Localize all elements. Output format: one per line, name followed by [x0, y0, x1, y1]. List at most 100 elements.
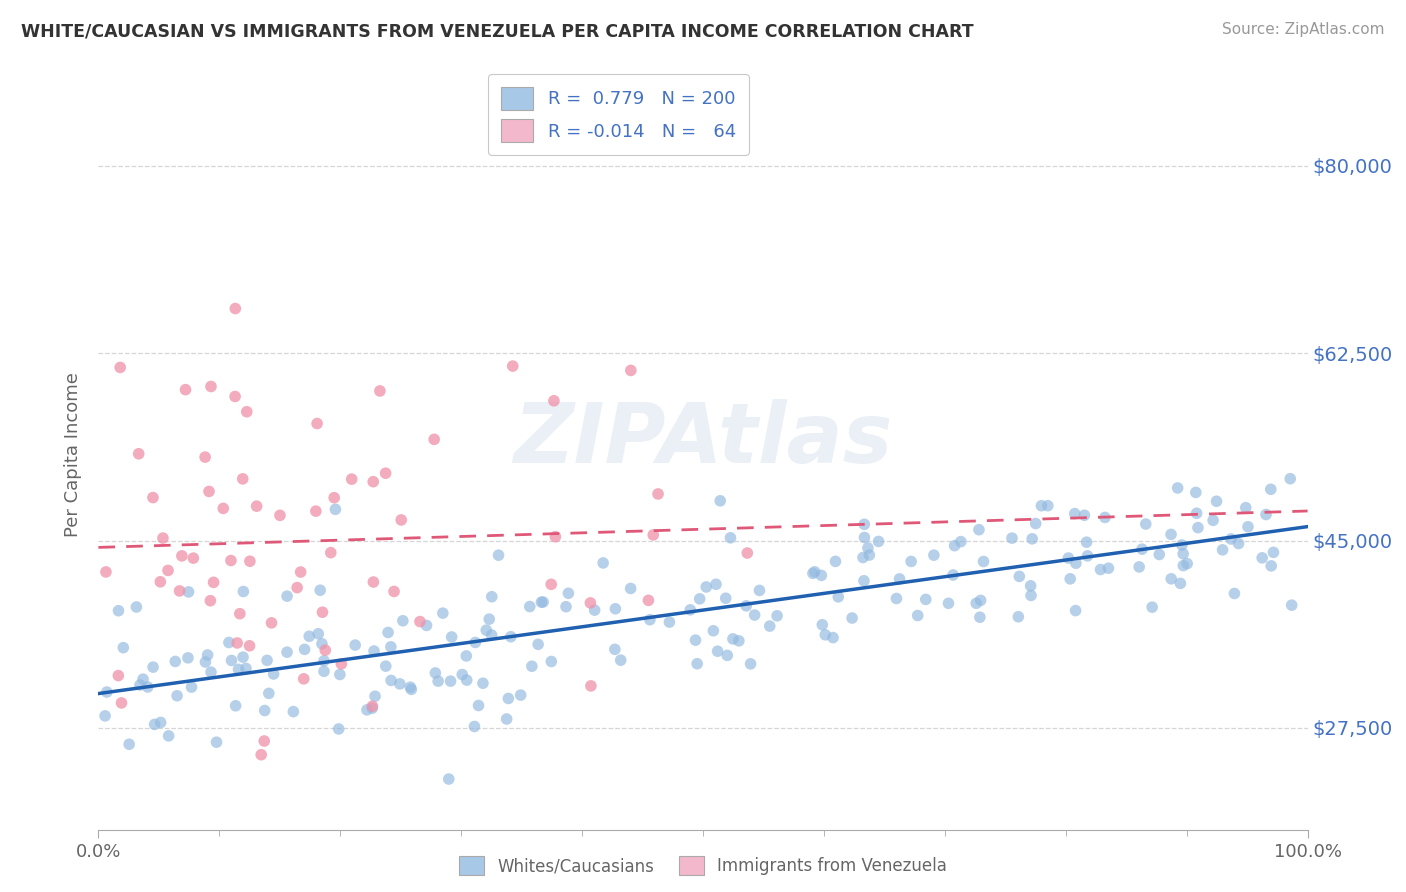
Point	[1234, 500, 1257, 515]
Text: ZIPAtlas: ZIPAtlas	[513, 400, 893, 481]
Point	[294, 642, 316, 657]
Point	[363, 574, 385, 589]
Point	[1019, 579, 1042, 593]
Point	[1007, 609, 1029, 624]
Point	[226, 636, 249, 650]
Point	[157, 563, 180, 577]
Point	[620, 582, 643, 596]
Point	[1254, 508, 1277, 522]
Point	[197, 648, 219, 662]
Point	[319, 546, 342, 560]
Point	[1205, 494, 1227, 508]
Point	[714, 591, 737, 606]
Point	[638, 613, 661, 627]
Point	[1059, 572, 1081, 586]
Point	[1064, 556, 1087, 570]
Point	[557, 586, 579, 600]
Point	[1260, 558, 1282, 573]
Point	[603, 642, 626, 657]
Point	[488, 548, 510, 562]
Point	[290, 565, 312, 579]
Point	[194, 655, 217, 669]
Point	[312, 654, 335, 668]
Point	[165, 655, 187, 669]
Point	[311, 605, 333, 619]
Point	[128, 447, 150, 461]
Point	[852, 550, 875, 565]
Point	[1237, 520, 1260, 534]
Point	[456, 673, 478, 687]
Point	[856, 541, 879, 555]
Point	[202, 575, 225, 590]
Point	[166, 689, 188, 703]
Point	[471, 676, 494, 690]
Point	[142, 491, 165, 505]
Point	[328, 722, 350, 736]
Point	[499, 630, 522, 644]
Point	[502, 359, 524, 373]
Point	[361, 475, 384, 489]
Point	[440, 630, 463, 644]
Point	[827, 590, 849, 604]
Point	[298, 629, 321, 643]
Point	[969, 610, 991, 624]
Legend: Whites/Caucasians, Immigrants from Venezuela: Whites/Caucasians, Immigrants from Venez…	[450, 847, 956, 884]
Point	[1227, 536, 1250, 550]
Point	[232, 650, 254, 665]
Point	[107, 668, 129, 682]
Point	[721, 632, 744, 646]
Point	[415, 618, 437, 632]
Point	[356, 703, 378, 717]
Point	[1251, 550, 1274, 565]
Point	[709, 493, 731, 508]
Point	[221, 653, 243, 667]
Point	[801, 566, 824, 581]
Point	[740, 657, 762, 671]
Point	[239, 554, 262, 568]
Point	[540, 655, 562, 669]
Point	[305, 504, 328, 518]
Point	[852, 574, 875, 588]
Point	[620, 363, 643, 377]
Point	[232, 584, 254, 599]
Point	[285, 581, 308, 595]
Point	[309, 583, 332, 598]
Point	[1279, 472, 1302, 486]
Point	[868, 534, 890, 549]
Point	[824, 554, 846, 568]
Point	[702, 624, 724, 638]
Point	[1130, 542, 1153, 557]
Point	[1185, 485, 1208, 500]
Point	[543, 393, 565, 408]
Point	[463, 719, 485, 733]
Legend: R =  0.779   N = 200, R = -0.014   N =   64: R = 0.779 N = 200, R = -0.014 N = 64	[488, 74, 748, 155]
Point	[409, 615, 432, 629]
Point	[1160, 572, 1182, 586]
Point	[451, 667, 474, 681]
Point	[609, 653, 631, 667]
Point	[481, 590, 503, 604]
Point	[1063, 507, 1085, 521]
Point	[437, 772, 460, 786]
Point	[96, 685, 118, 699]
Point	[475, 623, 498, 637]
Point	[886, 591, 908, 606]
Point	[399, 680, 422, 694]
Point	[374, 467, 396, 481]
Point	[907, 608, 929, 623]
Point	[108, 360, 131, 375]
Point	[1185, 506, 1208, 520]
Point	[704, 577, 727, 591]
Point	[225, 698, 247, 713]
Point	[132, 672, 155, 686]
Point	[1128, 560, 1150, 574]
Point	[205, 735, 228, 749]
Point	[169, 583, 191, 598]
Point	[1212, 542, 1234, 557]
Y-axis label: Per Capita Income: Per Capita Income	[65, 373, 83, 537]
Point	[427, 674, 450, 689]
Point	[392, 614, 415, 628]
Point	[260, 615, 283, 630]
Point	[1073, 508, 1095, 523]
Point	[157, 729, 180, 743]
